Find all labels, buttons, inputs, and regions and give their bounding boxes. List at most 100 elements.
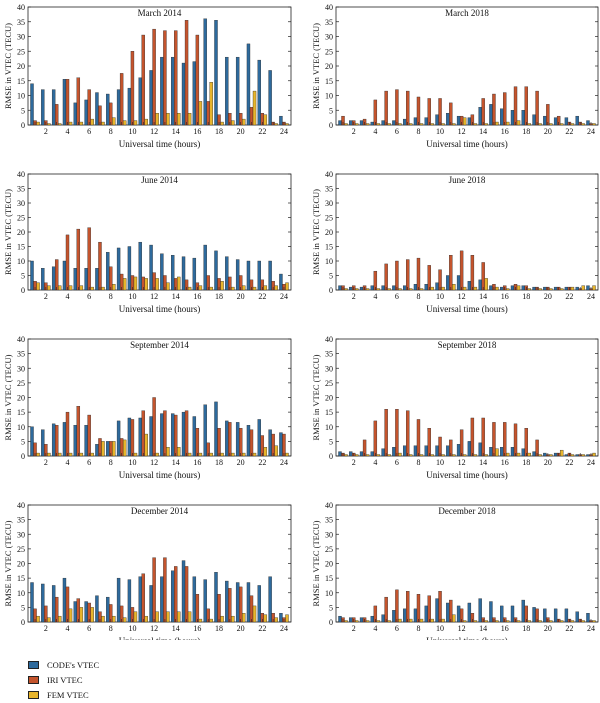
chart-title: December 2018 [438, 506, 496, 516]
x-tick-label: 20 [237, 292, 245, 301]
bar-code [478, 279, 482, 291]
y-tick-label: 35 [17, 185, 25, 194]
bar-iri [438, 98, 442, 126]
y-tick-label: 35 [325, 516, 333, 525]
y-tick-label: 20 [17, 62, 25, 71]
x-tick-label: 16 [501, 458, 509, 467]
bar-code [214, 401, 218, 457]
bar-fem [155, 452, 159, 457]
x-tick-label: 14 [172, 624, 180, 633]
bar-code [435, 114, 439, 126]
bar-fem [285, 123, 289, 126]
bar-code [370, 615, 375, 623]
bar-code [553, 117, 558, 126]
bar-code [543, 115, 547, 126]
bar-code [424, 117, 428, 126]
bar-code [268, 70, 272, 126]
bar-code [127, 579, 132, 623]
legend-item-iri: IRI VTEC [28, 673, 228, 686]
bar-code [95, 92, 99, 126]
bar-iri [228, 422, 232, 457]
x-tick-label: 12 [150, 127, 158, 136]
bar-iri [141, 34, 145, 126]
y-axis-label: RMSE in VTEC (TECU) [311, 189, 321, 275]
bar-iri [513, 86, 518, 126]
bar-iri [87, 227, 91, 291]
bar-code [84, 425, 88, 457]
bar-code [435, 598, 439, 623]
bar-iri [546, 104, 550, 126]
y-tick-label: 20 [325, 228, 333, 237]
bar-fem [166, 447, 170, 457]
bar-code [62, 79, 67, 126]
y-tick-label: 10 [325, 423, 333, 432]
bar-fem [47, 123, 51, 126]
y-tick-label: 25 [17, 379, 25, 388]
bar-fem [538, 123, 542, 126]
bar-fem [355, 288, 359, 291]
bar-code [478, 107, 482, 126]
bar-code [95, 268, 99, 291]
bar-fem [231, 615, 235, 623]
bar-code [171, 56, 175, 126]
y-tick-label: 15 [325, 243, 333, 252]
x-tick-label: 22 [565, 624, 573, 633]
y-tick-label: 25 [17, 214, 25, 223]
bar-fem [581, 620, 585, 623]
bar-fem [133, 452, 138, 457]
y-tick-label: 15 [17, 574, 25, 583]
bar-fem [387, 454, 391, 457]
bar-fem [242, 452, 246, 457]
bar-iri [65, 411, 70, 457]
bar-iri [427, 265, 431, 291]
bar-code [41, 268, 45, 291]
bar-fem [252, 90, 257, 126]
x-tick-label: 10 [128, 624, 136, 633]
bar-fem [473, 454, 478, 457]
x-tick-label: 16 [193, 458, 201, 467]
bar-code [181, 411, 186, 457]
y-tick-label: 40 [17, 335, 25, 344]
y-tick-label: 15 [325, 77, 333, 86]
bar-code [214, 250, 218, 291]
x-tick-label: 12 [458, 458, 466, 467]
bar-fem [220, 615, 224, 623]
x-tick-label: 20 [237, 624, 245, 633]
bar-code [160, 576, 164, 623]
bar-code [575, 454, 579, 457]
x-tick-label: 6 [395, 292, 399, 301]
bar-code [467, 441, 472, 457]
bar-fem [90, 452, 94, 457]
bar-iri [524, 428, 528, 457]
bar-fem [441, 286, 445, 291]
x-tick-label: 22 [565, 458, 573, 467]
bar-code [203, 18, 207, 126]
y-tick-label: 10 [325, 257, 333, 266]
bar-fem [285, 614, 289, 623]
bar-iri [406, 591, 410, 623]
bar-code [521, 599, 525, 623]
bar-code [160, 56, 164, 126]
x-tick-label: 14 [479, 292, 487, 301]
bar-code [235, 582, 240, 623]
bar-iri [427, 98, 431, 126]
bar-code [489, 285, 493, 291]
bar-iri [184, 20, 189, 126]
bar-code [381, 614, 385, 623]
bar-fem [538, 288, 542, 291]
bar-iri [109, 266, 113, 291]
bar-fem [187, 452, 192, 457]
y-tick-label: 5 [21, 106, 25, 115]
bar-code [456, 605, 461, 623]
bar-iri [238, 428, 243, 457]
bar-fem [452, 454, 456, 457]
bar-fem [198, 101, 203, 126]
y-tick-label: 20 [17, 394, 25, 403]
y-tick-label: 10 [325, 92, 333, 101]
bar-iri [481, 98, 485, 126]
bar-fem [538, 620, 542, 623]
bar-fem [36, 282, 40, 291]
bar-fem [133, 276, 138, 291]
bar-fem [112, 441, 116, 457]
bar-fem [592, 285, 596, 291]
